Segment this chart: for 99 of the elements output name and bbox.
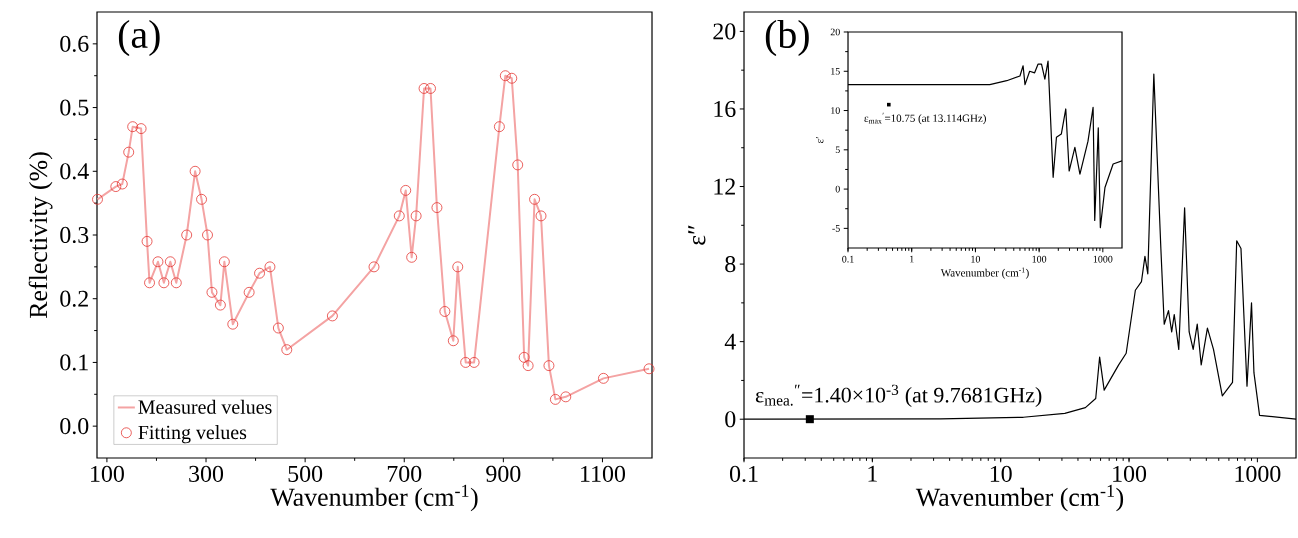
annotation: (b) <box>765 19 809 57</box>
legend-label: Fitting velues <box>138 425 247 444</box>
point <box>181 229 193 241</box>
x-axis-title: Wavenumber (cm$^{-1}$) <box>940 267 1029 279</box>
x-tick-label: 100 <box>1113 465 1147 482</box>
line-series <box>97 74 651 401</box>
point <box>431 202 443 213</box>
point <box>227 318 239 330</box>
point <box>189 165 201 177</box>
x-tick-label: 1000 <box>1093 255 1113 263</box>
point <box>196 193 207 205</box>
point <box>452 261 464 273</box>
y-tick-label: 0.6 <box>60 35 89 52</box>
point <box>535 210 547 222</box>
point <box>393 210 405 222</box>
point <box>218 256 230 268</box>
x-tick-label: 1 <box>868 465 877 482</box>
y-tick-label: 8 <box>725 256 736 273</box>
y-tick-label: 0.1 <box>60 354 88 371</box>
point <box>144 277 155 289</box>
x-tick-label: 700 <box>387 465 422 482</box>
y-tick-label: 20 <box>830 28 840 36</box>
y-tick-label: 0 <box>835 185 840 193</box>
point <box>281 344 293 356</box>
point <box>560 391 572 403</box>
y-tick-label: 0.5 <box>60 99 89 116</box>
point <box>406 251 418 263</box>
point <box>447 335 459 347</box>
point <box>127 121 139 133</box>
point <box>418 83 430 94</box>
x-tick-label: 0.1 <box>842 255 854 263</box>
point <box>135 123 147 134</box>
x-tick-label: 10 <box>990 465 1012 482</box>
point <box>170 277 182 289</box>
annotation: ε$_{mea.}$$^{″}$=1.40×10$^{-3}$ (at 9.7681GHz) <box>755 384 1042 407</box>
x-tick-label: 100 <box>1032 255 1047 263</box>
point <box>264 261 276 273</box>
annotation: ε$_{max}$$^{′}$=10.75 (at 13.114GHz) <box>864 112 986 125</box>
point <box>110 181 122 192</box>
point <box>123 146 135 158</box>
point <box>202 229 213 241</box>
y-tick-label: 0.3 <box>60 226 89 244</box>
y-axis-title: Reflectivity (%) <box>28 152 53 319</box>
x-tick-label: 10 <box>971 255 981 263</box>
x-tick-label: 1100 <box>581 465 626 482</box>
point <box>512 159 524 171</box>
point <box>460 357 472 368</box>
y-tick-label: 16 <box>714 100 736 117</box>
legend-label: Measured velues <box>138 399 272 414</box>
point <box>549 393 561 405</box>
y-tick-label: 12 <box>714 178 735 195</box>
point <box>254 267 265 279</box>
x-axis-title: Wavenumber (cm$^{-1}$) <box>270 484 478 512</box>
y-tick-label: 10 <box>831 107 840 114</box>
point <box>506 72 518 84</box>
point <box>92 193 103 205</box>
x-tick-label: 300 <box>189 465 224 482</box>
point <box>543 360 555 372</box>
point <box>518 351 530 363</box>
point <box>410 210 422 222</box>
point <box>499 70 511 82</box>
point <box>400 185 412 196</box>
y-tick-label: -5 <box>832 225 840 232</box>
point <box>368 261 380 273</box>
point <box>529 193 540 205</box>
x-tick-label: 500 <box>288 465 323 482</box>
point <box>522 360 534 372</box>
y-tick-label: 0.0 <box>60 418 89 435</box>
x-axis-title: Wavenumber (cm$^{-1}$) <box>915 484 1124 512</box>
x-tick-label: 900 <box>486 465 521 482</box>
point <box>158 277 170 289</box>
y-tick-label: 0 <box>725 411 736 428</box>
y-axis-title: ε″ <box>688 225 706 245</box>
point <box>272 322 284 334</box>
point <box>164 256 176 268</box>
point <box>214 299 226 311</box>
point <box>493 121 505 133</box>
y-tick-label: 0.4 <box>60 163 89 180</box>
y-axis-title: ε′ <box>816 137 824 144</box>
point <box>598 372 609 384</box>
y-tick-label: 20 <box>713 23 736 40</box>
point <box>643 363 655 375</box>
y-tick-label: 5 <box>835 146 840 154</box>
point <box>326 310 338 322</box>
y-tick-label: 0.2 <box>60 290 88 307</box>
point <box>243 286 255 298</box>
annotation: (a) <box>118 19 160 57</box>
x-tick-label: 1000 <box>1235 465 1281 482</box>
point <box>152 256 164 268</box>
point <box>116 178 128 190</box>
point <box>206 286 218 298</box>
point <box>439 306 451 317</box>
x-tick-label: 1 <box>910 255 914 263</box>
point <box>468 357 480 368</box>
x-tick-label: 100 <box>91 465 124 482</box>
point <box>425 83 436 94</box>
point <box>141 235 153 247</box>
y-tick-label: 4 <box>724 333 736 350</box>
y-tick-label: 15 <box>831 67 840 75</box>
